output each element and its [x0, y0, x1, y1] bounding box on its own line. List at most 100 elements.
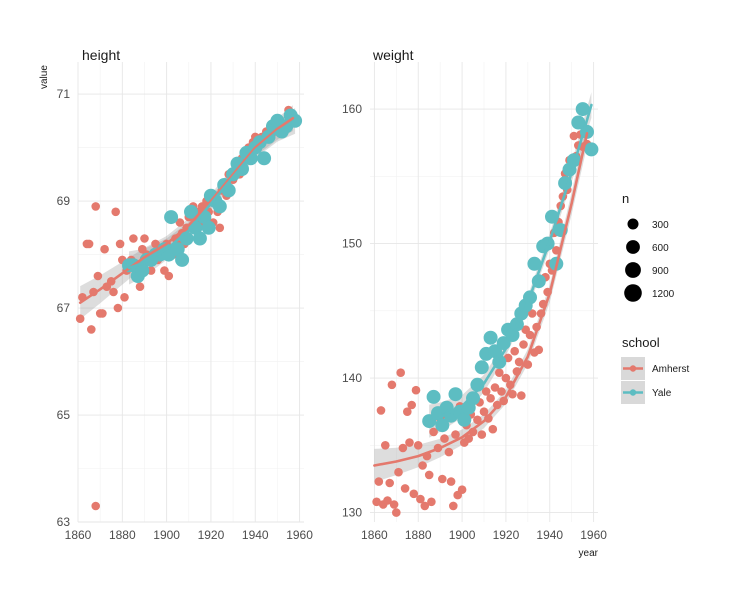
- weight-amherst-point: [429, 427, 438, 437]
- size-legend-key-1200: [624, 284, 642, 302]
- size-legend-key-900: [625, 262, 641, 278]
- height-x-tick-label: 1940: [242, 528, 269, 542]
- weight-amherst-point: [446, 477, 456, 486]
- weight-amherst-point: [457, 485, 467, 495]
- height-yale-trend-line: [127, 119, 297, 270]
- color-legend-key-dot-amherst: [629, 365, 637, 372]
- height-x-tick-label: 1920: [198, 528, 225, 542]
- weight-amherst-point: [400, 484, 410, 493]
- weight-amherst-point: [477, 430, 487, 439]
- weight-amherst-point: [374, 477, 384, 486]
- size-legend-key-600: [626, 240, 640, 254]
- weight-amherst-point: [534, 345, 544, 355]
- weight-y-tick-label: 130: [342, 506, 362, 520]
- weight-amherst-point: [389, 500, 399, 509]
- height-y-tick-label: 63: [57, 515, 71, 529]
- x-axis-title: year: [579, 548, 599, 559]
- weight-yale-trend-line: [427, 103, 593, 423]
- height-amherst-point: [129, 234, 138, 243]
- weight-amherst-point: [488, 424, 498, 434]
- weight-amherst-point: [398, 443, 408, 453]
- height-amherst-point: [111, 207, 120, 217]
- size-legend-label-600: 600: [652, 243, 669, 254]
- weight-amherst-point: [407, 400, 417, 410]
- height-amherst-trend-line: [78, 116, 295, 305]
- weight-amherst-point: [438, 474, 447, 484]
- weight-panel-title: weight: [372, 47, 414, 63]
- weight-amherst-point: [383, 496, 392, 505]
- color-legend-label-yale: Yale: [652, 388, 672, 399]
- weight-amherst-point: [517, 391, 526, 400]
- height-amherst-point: [120, 293, 129, 302]
- weight-yale-point: [457, 412, 472, 427]
- height-amherst-point: [98, 309, 107, 318]
- weight-yale-point: [584, 142, 599, 157]
- weight-x-tick-label: 1960: [580, 528, 607, 542]
- weight-amherst-point: [495, 368, 504, 378]
- weight-yale-point: [571, 115, 586, 130]
- weight-amherst-point: [394, 467, 403, 477]
- weight-amherst-point: [405, 438, 414, 447]
- weight-x-tick-label: 1920: [493, 528, 520, 542]
- height-yale-point: [164, 210, 179, 225]
- weight-amherst-point: [411, 385, 421, 395]
- weight-amherst-point: [413, 441, 423, 450]
- weight-amherst-point: [514, 357, 524, 367]
- height-amherst-point: [87, 325, 96, 334]
- height-y-tick-label: 67: [57, 301, 71, 315]
- weight-amherst-point: [440, 434, 449, 443]
- height-amherst-point: [140, 234, 149, 243]
- weight-amherst-point: [381, 441, 390, 450]
- weight-panel-confidence-bands: [374, 92, 592, 483]
- weight-x-tick-label: 1880: [405, 528, 432, 542]
- weight-amherst-point: [420, 501, 430, 511]
- height-yale-point: [257, 151, 272, 166]
- weight-amherst-point: [451, 430, 460, 439]
- weight-amherst-point: [569, 131, 579, 141]
- height-panel-grid: [77, 62, 304, 523]
- height-amherst-point: [109, 287, 118, 297]
- height-x-tick-label: 1960: [286, 528, 313, 542]
- weight-amherst-point: [392, 508, 401, 517]
- weight-amherst-point: [396, 368, 406, 378]
- height-amherst-point: [113, 303, 123, 313]
- height-panel-trend-lines: [78, 116, 297, 305]
- height-x-tick-label: 1900: [153, 528, 180, 542]
- weight-amherst-point: [519, 340, 528, 349]
- height-yale-point: [170, 242, 185, 257]
- weight-yale-point: [575, 102, 590, 117]
- weight-amherst-point: [427, 497, 436, 507]
- height-yale-point: [192, 231, 207, 246]
- weight-amherst-point: [418, 461, 427, 470]
- weight-amherst-point: [508, 389, 517, 399]
- weight-y-tick-label: 160: [342, 102, 362, 116]
- weight-x-tick-label: 1940: [536, 528, 563, 542]
- weight-y-tick-label: 140: [342, 371, 362, 385]
- height-yale-point: [184, 204, 198, 219]
- color-legend-label-amherst: Amherst: [652, 364, 689, 375]
- weight-amherst-point: [387, 380, 397, 390]
- weight-yale-point: [474, 360, 489, 375]
- height-amherst-point: [93, 271, 103, 281]
- size-legend-title: n: [622, 191, 629, 206]
- weight-amherst-point: [444, 447, 454, 457]
- weight-x-tick-label: 1860: [361, 528, 388, 542]
- height-amherst-point: [135, 282, 145, 292]
- weight-amherst-point: [416, 494, 425, 504]
- height-amherst-point: [91, 501, 100, 511]
- weight-yale-point: [466, 391, 480, 406]
- size-legend-label-300: 300: [652, 220, 669, 231]
- height-amherst-point: [175, 218, 185, 227]
- height-amherst-point: [215, 223, 225, 233]
- weight-panel-tick-labels: 1860 1880 1900 1920 1940 1960 130 140 150 160: [342, 102, 607, 542]
- height-amherst-point: [75, 314, 85, 324]
- weight-amherst-point: [449, 501, 458, 511]
- height-x-tick-label: 1860: [65, 528, 92, 542]
- weight-amherst-point: [372, 497, 381, 507]
- height-amherst-point: [84, 239, 94, 249]
- weight-amherst-point: [497, 387, 506, 396]
- weight-amherst-point: [490, 383, 500, 392]
- color-legend-title: school: [622, 335, 660, 350]
- weight-amherst-point: [527, 309, 537, 318]
